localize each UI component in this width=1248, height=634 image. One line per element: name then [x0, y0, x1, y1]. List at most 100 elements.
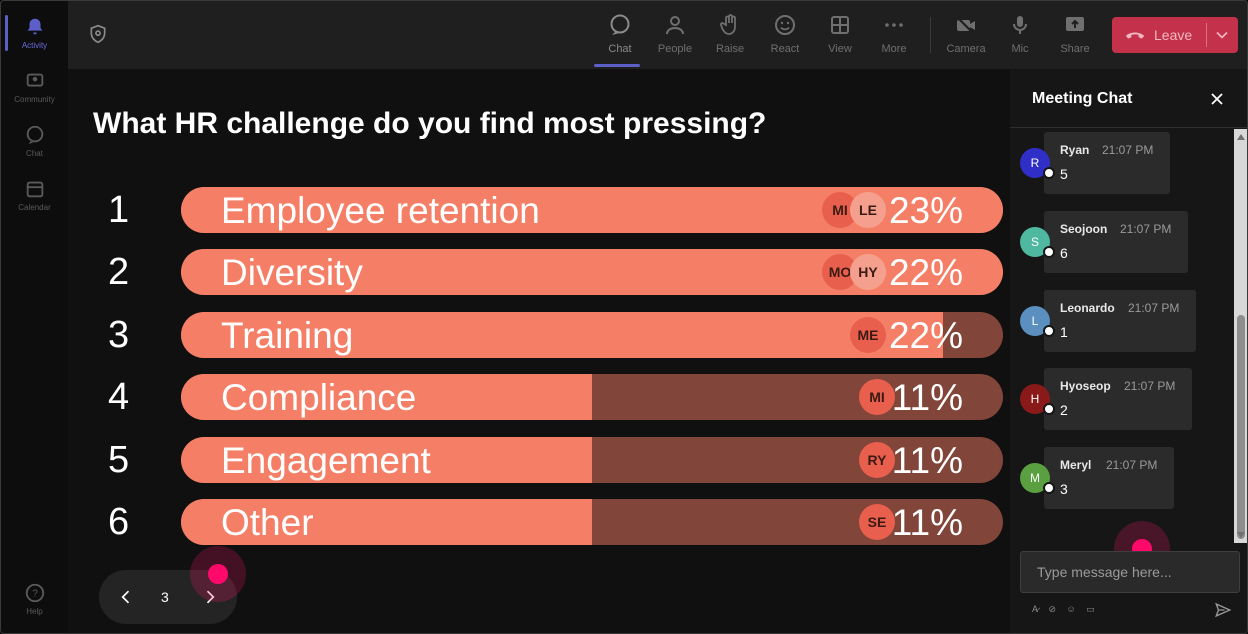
mic-icon	[1013, 16, 1027, 34]
hand-icon	[720, 14, 736, 35]
more-button[interactable]: More	[868, 9, 920, 63]
presence-indicator	[1043, 403, 1055, 415]
rail-item-activity[interactable]: Activity	[1, 7, 68, 59]
more-dots-icon	[885, 23, 903, 27]
shield-icon[interactable]	[88, 23, 108, 45]
poll-question: What HR challenge do you find most press…	[93, 107, 767, 140]
rail-item-label: Help	[26, 607, 43, 616]
message-bubble[interactable]: Meryl 21:07 PM 3	[1044, 447, 1174, 509]
chat-message: Seojoon 21:07 PM 6 S	[1010, 211, 1234, 275]
rail-item-label: Chat	[26, 149, 43, 158]
voter-avatar: LE	[850, 192, 886, 228]
poll-option-row: 1 Employee retention MI LE 23%	[68, 187, 1010, 235]
presence-indicator	[1043, 325, 1055, 337]
poll-option-rank: 2	[108, 251, 130, 293]
message-text: 1	[1060, 324, 1068, 340]
react-button-label: React	[770, 43, 800, 55]
rail-item-community[interactable]: Community	[1, 61, 68, 113]
message-bubble[interactable]: Hyoseop 21:07 PM 2	[1044, 368, 1192, 430]
calendar-icon	[26, 181, 43, 198]
message-timestamp: 21:07 PM	[1120, 222, 1172, 236]
poll-option-label: Diversity	[221, 252, 363, 293]
message-text: 3	[1060, 481, 1068, 497]
people-button[interactable]: People	[649, 9, 701, 63]
sender-name: Hyoseop	[1060, 379, 1111, 393]
voter-avatar: RY	[859, 442, 895, 478]
poll-option-row: 3 Training ME 22%	[68, 312, 1010, 360]
message-timestamp: 21:07 PM	[1124, 379, 1176, 393]
raise-hand-button[interactable]: Raise	[704, 9, 756, 63]
chat-button[interactable]: Chat	[594, 9, 646, 67]
poll-option-label: Compliance	[221, 377, 417, 418]
rail-item-label: Activity	[21, 41, 48, 50]
share-button-label: Share	[1060, 43, 1090, 55]
send-icon[interactable]	[1214, 601, 1232, 619]
close-icon[interactable]	[1209, 91, 1225, 107]
chevron-down-icon[interactable]	[1212, 25, 1232, 45]
chat-icon	[26, 125, 43, 145]
message-timestamp: 21:07 PM	[1106, 458, 1158, 472]
poll-option-fill	[181, 374, 592, 420]
people-button-label: People	[657, 43, 693, 55]
message-timestamp: 21:07 PM	[1102, 143, 1154, 157]
view-button[interactable]: View	[814, 9, 866, 63]
leave-button[interactable]: Leave	[1112, 17, 1238, 53]
raise-button-label: Raise	[715, 43, 745, 55]
poll-option-label: Other	[221, 502, 314, 543]
poll-option-fill	[181, 312, 943, 358]
poll-option-percent: 22%	[888, 252, 963, 293]
hang-up-icon	[1125, 32, 1145, 39]
scroll-up-arrow[interactable]	[1237, 134, 1245, 140]
rail-item-help[interactable]: ? Help	[1, 573, 68, 625]
camera-button[interactable]: Camera	[940, 9, 992, 63]
page-number: 3	[161, 589, 169, 605]
message-bubble[interactable]: Seojoon 21:07 PM 6	[1044, 211, 1188, 273]
voter-avatar: MO	[822, 254, 858, 290]
react-button[interactable]: React	[759, 9, 811, 63]
chat-message: Leonardo 21:07 PM 1 L	[1010, 290, 1234, 354]
bell-icon	[27, 18, 42, 35]
smiley-icon	[775, 15, 795, 35]
community-icon	[26, 73, 43, 87]
poll-option-percent: 22%	[888, 315, 963, 356]
camera-off-icon	[956, 16, 975, 35]
poll-option-bar: Compliance MI 11%	[181, 374, 1003, 420]
poll-option-bar: Engagement RY 11%	[181, 437, 1003, 483]
camera-button-label: Camera	[946, 43, 986, 55]
grid-icon	[831, 16, 849, 34]
rail-item-calendar[interactable]: Calendar	[1, 169, 68, 221]
chat-message-input[interactable]: Type message here...	[1020, 551, 1240, 593]
scroll-down-arrow[interactable]	[1237, 532, 1245, 538]
message-bubble[interactable]: Leonardo 21:07 PM 1	[1044, 290, 1196, 352]
poll-option-label: Training	[221, 315, 354, 356]
chevron-right-icon[interactable]	[200, 587, 220, 607]
poll-option-row: 6 Other SE 11%	[68, 499, 1010, 547]
voter-avatar: HY	[850, 254, 886, 290]
poll-option-label: Employee retention	[221, 190, 540, 231]
rail-item-chat[interactable]: Chat	[1, 115, 68, 167]
left-rail: Activity Community Chat Calendar ? Help	[1, 1, 68, 633]
presence-indicator	[1043, 167, 1055, 179]
poll-option-percent: 11%	[891, 377, 963, 418]
presence-indicator	[1043, 246, 1055, 258]
rail-item-label: Calendar	[18, 203, 51, 212]
poll-option-percent: 11%	[891, 440, 963, 481]
message-bubble[interactable]: Ryan 21:07 PM 5	[1044, 132, 1170, 194]
message-text: 5	[1060, 166, 1068, 182]
format-toolbar[interactable]: A̷ ⊘ ☺ ▭	[1032, 604, 1099, 614]
message-text: 6	[1060, 245, 1068, 261]
sender-name: Seojoon	[1060, 222, 1108, 236]
share-button[interactable]: Share	[1049, 9, 1101, 63]
more-button-label: More	[881, 43, 907, 55]
mic-button[interactable]: Mic	[994, 9, 1046, 63]
chat-scrollbar[interactable]	[1234, 129, 1247, 543]
toolbar-divider	[930, 17, 931, 53]
mic-button-label: Mic	[1011, 43, 1029, 55]
chevron-left-icon[interactable]	[116, 587, 136, 607]
sender-avatar[interactable]: R	[1020, 148, 1050, 178]
scroll-thumb[interactable]	[1237, 315, 1245, 539]
svg-text:?: ?	[32, 589, 38, 600]
voter-avatar: MI	[859, 379, 895, 415]
meeting-chat-panel: Meeting Chat Ryan 21:07 PM 5 R Seojoon 21:07 …	[1010, 69, 1247, 633]
